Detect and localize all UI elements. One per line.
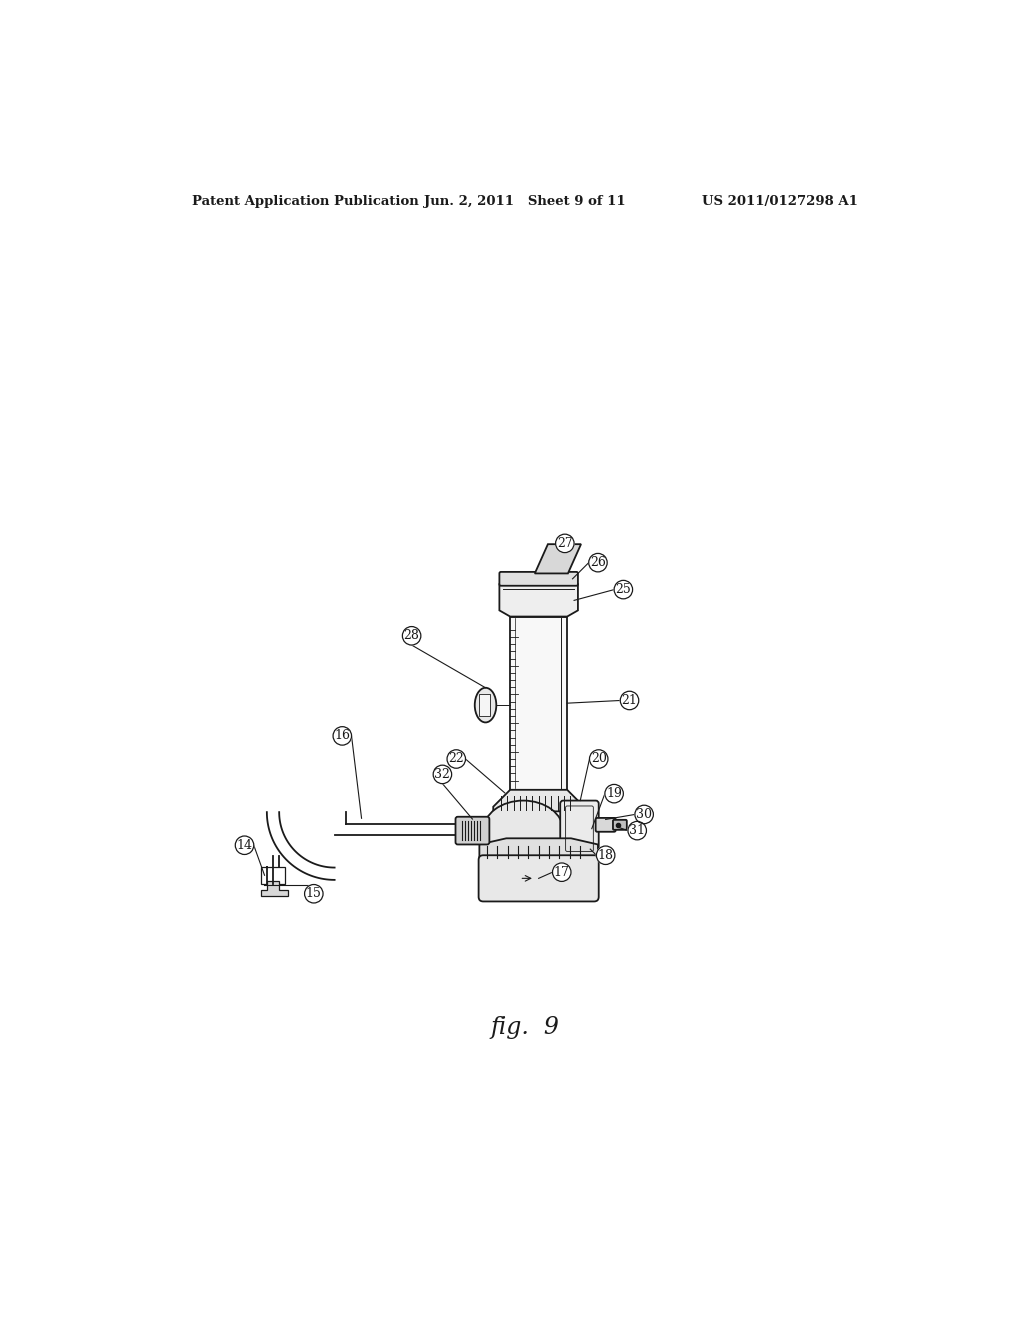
Circle shape xyxy=(447,750,466,768)
Text: 19: 19 xyxy=(606,787,622,800)
Text: 14: 14 xyxy=(237,838,253,851)
Text: 27: 27 xyxy=(557,537,572,550)
Circle shape xyxy=(596,846,614,865)
Bar xyxy=(479,694,490,715)
FancyBboxPatch shape xyxy=(613,820,627,830)
FancyBboxPatch shape xyxy=(596,818,615,832)
Text: 16: 16 xyxy=(334,730,350,742)
Text: 28: 28 xyxy=(403,630,420,643)
Circle shape xyxy=(402,627,421,645)
Circle shape xyxy=(556,535,574,553)
FancyBboxPatch shape xyxy=(478,855,599,902)
Circle shape xyxy=(433,766,452,784)
Text: Jun. 2, 2011   Sheet 9 of 11: Jun. 2, 2011 Sheet 9 of 11 xyxy=(424,194,626,207)
Text: 22: 22 xyxy=(449,752,464,766)
Polygon shape xyxy=(500,585,578,616)
Circle shape xyxy=(589,553,607,572)
Text: 25: 25 xyxy=(615,583,631,597)
Text: 18: 18 xyxy=(598,849,613,862)
Ellipse shape xyxy=(475,688,497,722)
Bar xyxy=(261,867,286,884)
Text: fig.  9: fig. 9 xyxy=(490,1016,559,1039)
FancyBboxPatch shape xyxy=(560,800,599,857)
Circle shape xyxy=(553,863,571,882)
FancyBboxPatch shape xyxy=(456,817,489,845)
Text: 26: 26 xyxy=(590,556,606,569)
Circle shape xyxy=(621,692,639,710)
Polygon shape xyxy=(261,880,289,896)
Text: 20: 20 xyxy=(591,752,606,766)
Text: 30: 30 xyxy=(636,808,652,821)
Circle shape xyxy=(605,784,624,803)
Text: Patent Application Publication: Patent Application Publication xyxy=(193,194,419,207)
Circle shape xyxy=(333,726,351,744)
Text: US 2011/0127298 A1: US 2011/0127298 A1 xyxy=(701,194,857,207)
Text: 32: 32 xyxy=(434,768,451,781)
Bar xyxy=(510,616,567,789)
Text: 15: 15 xyxy=(306,887,322,900)
Text: 31: 31 xyxy=(629,824,645,837)
Circle shape xyxy=(628,821,646,840)
Ellipse shape xyxy=(483,800,563,861)
Polygon shape xyxy=(494,789,584,812)
Circle shape xyxy=(614,581,633,599)
Circle shape xyxy=(304,884,323,903)
FancyBboxPatch shape xyxy=(500,572,578,586)
Text: 21: 21 xyxy=(622,694,638,708)
Circle shape xyxy=(635,805,653,824)
Circle shape xyxy=(590,750,608,768)
Polygon shape xyxy=(535,544,581,573)
Polygon shape xyxy=(479,838,598,859)
Circle shape xyxy=(236,836,254,854)
Text: 17: 17 xyxy=(554,866,569,879)
